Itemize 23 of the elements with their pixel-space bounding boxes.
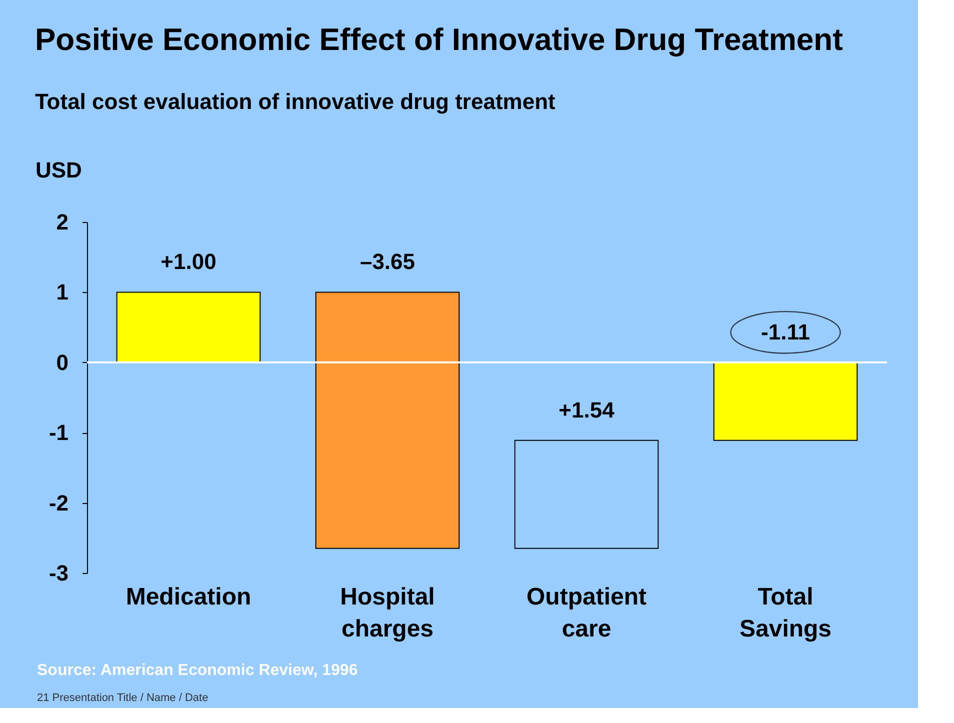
bar	[713, 362, 858, 441]
y-tick-label: 0	[56, 350, 68, 375]
bar	[514, 440, 659, 549]
data-label: +1.00	[160, 249, 216, 274]
bar	[315, 292, 460, 549]
y-tick-label: -1	[48, 420, 68, 446]
chart-title: Positive Economic Effect of Innovative Drug Treatment	[35, 22, 843, 57]
data-label: -1.11	[761, 319, 810, 344]
x-tick-label: Medication	[126, 584, 252, 610]
data-label: +1.54	[558, 397, 616, 422]
x-tick-label: Hospital charges	[340, 584, 435, 642]
bar	[116, 292, 261, 363]
source-note: Source: American Economic Review, 1996	[37, 662, 358, 679]
y-tick-label: -2	[48, 490, 68, 516]
y-axis-title: USD	[36, 158, 82, 182]
y-tick-label: 2	[56, 210, 68, 234]
data-label: –3.65	[360, 249, 416, 274]
y-tick-label: 1	[56, 280, 68, 305]
x-tick-label: Total Savings	[739, 584, 832, 642]
x-tick-label: Outpatient care	[526, 584, 647, 642]
y-tick-label: -3	[48, 560, 68, 586]
text: 21 Presentation Title / Name / Date	[37, 692, 208, 704]
chart-subtitle: Total cost evaluation of innovative drug treatment	[35, 89, 556, 114]
